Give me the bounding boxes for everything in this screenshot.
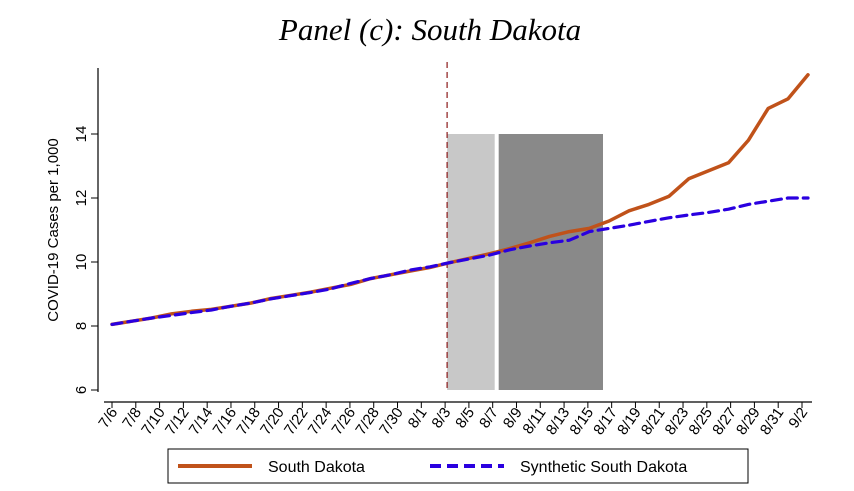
y-tick-label-6: 6 <box>73 386 90 394</box>
chart-title: Panel (c): South Dakota <box>278 12 581 47</box>
legend-label-synthetic-south-dakota: Synthetic South Dakota <box>520 459 687 476</box>
y-tick-label-8: 8 <box>73 322 90 330</box>
series-line-synthetic-south-dakota <box>110 196 810 326</box>
legend-label-south-dakota: South Dakota <box>268 459 365 476</box>
y-tick-label-12: 12 <box>73 190 90 207</box>
y-tick-label-14: 14 <box>73 126 90 143</box>
shaded-region-2 <box>498 134 603 390</box>
y-axis-label: COVID-19 Cases per 1,000 <box>45 138 62 321</box>
y-tick-label-10: 10 <box>73 254 90 271</box>
legend: South Dakota Synthetic South Dakota <box>167 448 749 484</box>
